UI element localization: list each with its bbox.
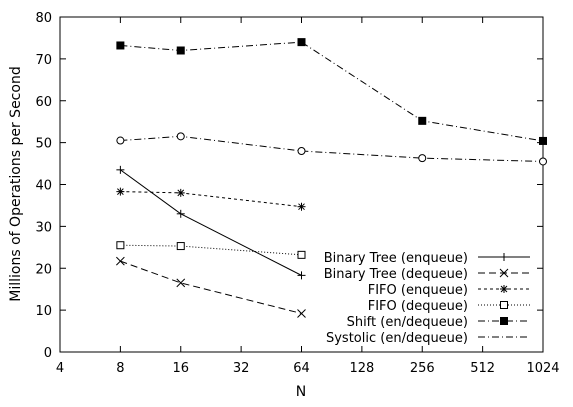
legend-label: Binary Tree (dequeue) [324, 267, 468, 282]
legend-entry: Binary Tree (dequeue) [324, 267, 530, 282]
data-point [176, 46, 185, 55]
data-point [297, 147, 306, 155]
series-markers [116, 38, 547, 318]
series-line [120, 41, 544, 142]
data-point [297, 38, 306, 47]
y-tick-label: 20 [35, 262, 52, 277]
data-point [176, 278, 186, 288]
legend-label: FIFO (enqueue) [368, 283, 468, 298]
legend-entry: FIFO (enqueue) [368, 283, 530, 298]
legend: Binary Tree (enqueue)Binary Tree (dequeu… [324, 251, 530, 346]
data-point [297, 309, 306, 318]
series-line [120, 135, 544, 162]
legend-marker [500, 317, 508, 325]
legend-label: Systolic (en/dequeue) [326, 331, 468, 346]
x-tick-label: 16 [172, 361, 189, 376]
x-tick-label: 1024 [526, 361, 559, 376]
legend-entry: Systolic (en/dequeue) [326, 331, 530, 346]
legend-marker [500, 253, 508, 261]
legend-entry: FIFO (dequeue) [368, 299, 530, 314]
y-tick-label: 70 [35, 53, 52, 68]
series-line [120, 169, 302, 276]
data-point [176, 209, 185, 218]
legend-entry: Binary Tree (enqueue) [324, 251, 530, 266]
data-point [116, 241, 125, 250]
data-point [176, 242, 185, 251]
data-point [418, 116, 427, 125]
series-line [120, 260, 302, 314]
x-tick-label: 64 [293, 361, 310, 376]
data-point [116, 41, 125, 50]
legend-marker [500, 285, 508, 293]
data-point [116, 256, 125, 266]
data-point [297, 250, 306, 259]
x-axis-label: N [296, 384, 306, 400]
x-tick-label: 512 [470, 361, 495, 376]
y-tick-label: 30 [35, 220, 52, 235]
y-axis-ticks: 0 10 20 30 40 50 60 70 80 [35, 11, 543, 361]
y-tick-label: 10 [35, 304, 52, 319]
data-point [418, 154, 427, 163]
series-line [120, 244, 302, 256]
x-axis-ticks: 4 8 16 32 64 128 256 512 1024 [56, 17, 560, 376]
data-point [116, 136, 125, 145]
legend-marker [500, 301, 508, 309]
data-point [176, 188, 185, 197]
legend-marker [499, 268, 509, 278]
x-tick-label: 128 [349, 361, 374, 376]
y-tick-label: 40 [35, 179, 52, 194]
y-tick-label: 60 [35, 95, 52, 110]
series-line [120, 191, 302, 208]
y-axis-label: Millions of Operations per Second [8, 66, 24, 301]
data-point [116, 165, 125, 174]
data-point [297, 202, 306, 211]
x-tick-label: 32 [233, 361, 250, 376]
plot-frame [59, 16, 544, 353]
data-point [539, 136, 547, 145]
x-tick-label: 256 [410, 361, 435, 376]
data-point [116, 187, 125, 196]
y-tick-label: 50 [35, 137, 52, 152]
legend-entry: Shift (en/dequeue) [347, 315, 530, 330]
y-tick-label: 80 [35, 11, 52, 26]
x-tick-label: 4 [56, 361, 64, 376]
data-point [297, 271, 306, 280]
x-tick-label: 8 [116, 361, 124, 376]
legend-label: Shift (en/dequeue) [347, 315, 468, 330]
legend-label: Binary Tree (enqueue) [324, 251, 468, 266]
legend-label: FIFO (dequeue) [368, 299, 468, 314]
data-point [176, 132, 185, 141]
data-point [539, 157, 547, 166]
y-tick-label: 0 [44, 346, 52, 361]
